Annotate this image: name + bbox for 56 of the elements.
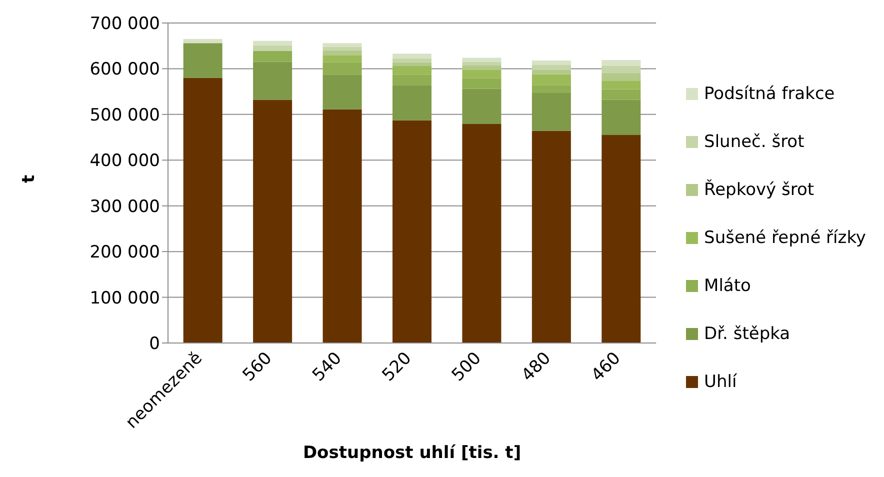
bar [602, 72, 641, 81]
legend-label: Dř. štěpka [704, 324, 790, 344]
bar [532, 60, 571, 66]
x-tick-label: 460 [588, 348, 625, 386]
bar [322, 50, 362, 56]
bar [253, 40, 292, 46]
bar [392, 58, 432, 62]
y-axis-title: t [19, 174, 40, 183]
bar [183, 43, 222, 78]
y-tick-label: 600 000 [90, 60, 160, 80]
legend-label: Řepkový šrot [704, 180, 814, 200]
bar [602, 135, 641, 343]
x-tick-label: 480 [518, 348, 555, 386]
bar [532, 130, 571, 343]
bar [532, 92, 571, 131]
y-tick-label: 200 000 [90, 242, 160, 263]
bar [253, 50, 292, 62]
legend-label: Mláto [704, 276, 751, 296]
bar [322, 74, 362, 110]
legend-label: Sušené řepné řízky [704, 228, 866, 248]
y-tick-label: 0 [149, 334, 160, 354]
bar [462, 58, 502, 62]
legend-label: Podsítná frakce [704, 84, 835, 104]
bar [532, 65, 571, 70]
bar [392, 85, 432, 120]
bar [253, 45, 292, 51]
y-tick-label: 300 000 [90, 196, 160, 217]
bar [253, 62, 292, 100]
legend-label: Uhlí [704, 372, 737, 392]
bar [322, 43, 362, 47]
bar [602, 66, 641, 73]
bar [322, 46, 362, 50]
bar [322, 109, 362, 343]
x-tick-label: 500 [448, 348, 486, 386]
bar [462, 66, 502, 70]
bar [183, 78, 222, 343]
bar [183, 39, 222, 44]
bar [602, 60, 641, 66]
bar [392, 54, 432, 58]
bar [462, 62, 502, 66]
y-tick-label: 100 000 [90, 288, 160, 308]
legend-label: Sluneč. šrot [704, 132, 804, 152]
y-tick-label: 700 000 [90, 14, 160, 34]
x-tick-label: 540 [308, 348, 346, 386]
y-tick-label: 400 000 [90, 151, 160, 172]
bar [532, 70, 571, 74]
y-tick-label: 500 000 [90, 105, 160, 126]
x-tick-label: 520 [378, 348, 416, 386]
x-axis-title: Dostupnost uhlí [tis. t] [302, 443, 522, 463]
bar [462, 124, 502, 343]
bar [462, 88, 502, 124]
bar [602, 100, 641, 135]
bar [392, 120, 432, 343]
bar [253, 100, 292, 343]
x-tick-label: 560 [239, 348, 276, 386]
bar [392, 62, 432, 66]
